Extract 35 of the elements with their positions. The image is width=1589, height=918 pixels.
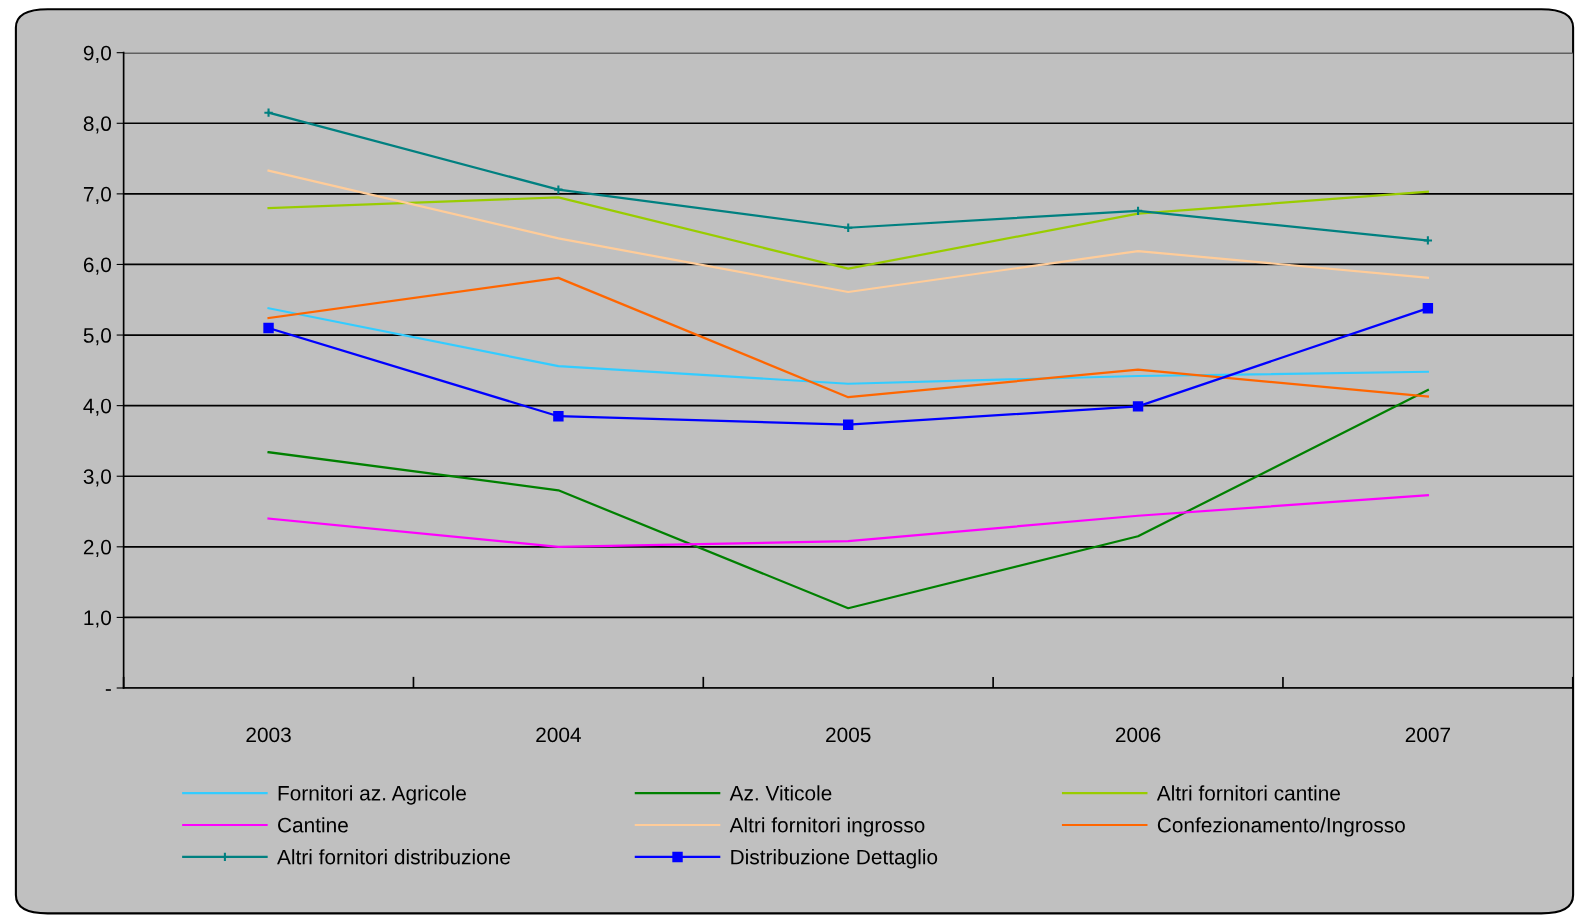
- line-series: [267, 190, 1429, 270]
- y-tick-label: 6,0: [83, 257, 112, 275]
- x-tick-label: 2006: [1115, 727, 1161, 743]
- y-tick-label: 5,0: [83, 328, 112, 346]
- legend-label: Fornitori az. Agricole: [278, 785, 466, 805]
- legend-label: Confezionamento/Ingrosso: [1157, 817, 1405, 837]
- legend-label: Cantine: [278, 817, 348, 833]
- line-series: [267, 276, 1429, 399]
- y-tick-label: 1,0: [84, 610, 112, 628]
- point: [553, 184, 564, 195]
- x-tick-label: 2007: [1405, 727, 1450, 743]
- legend-label: Az. Viticole: [729, 785, 832, 801]
- legend-label: Altri fornitori ingrosso: [729, 817, 925, 837]
- point: [263, 322, 274, 334]
- point: [1422, 303, 1434, 314]
- line-series: [267, 389, 1429, 610]
- y-tick-label: 2,0: [83, 539, 112, 558]
- y-tick-label: 8,0: [83, 116, 112, 134]
- legend-label: Distribuzione Dettaglio: [731, 849, 938, 869]
- point: [843, 419, 854, 430]
- line-series: [267, 169, 1429, 294]
- legend-label: Altri fornitori distribuzione: [277, 849, 510, 865]
- x-tick-label: 2004: [536, 727, 581, 743]
- x-tick-label: 2005: [826, 727, 871, 743]
- legend-label: Altri fornitori cantine: [1156, 785, 1340, 801]
- y-tick-label: 4,0: [83, 398, 112, 416]
- y-tick-label: 7,0: [83, 186, 112, 205]
- line-series: [267, 307, 1429, 385]
- point: [1132, 401, 1144, 412]
- y-tick-label: 3,0: [83, 469, 112, 487]
- line-series: [267, 494, 1429, 548]
- y-tick-label: -: [105, 689, 111, 691]
- x-tick-label: 2003: [246, 727, 291, 743]
- y-tick-label: 9,0: [83, 45, 112, 63]
- point: [553, 411, 564, 422]
